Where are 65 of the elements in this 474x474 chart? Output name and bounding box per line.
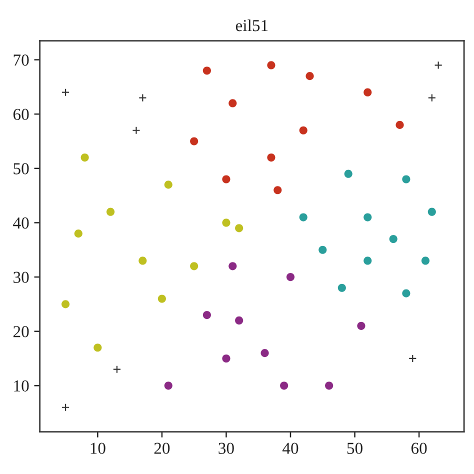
point xyxy=(280,382,288,390)
point xyxy=(299,126,308,134)
point xyxy=(138,94,147,102)
point xyxy=(421,256,430,265)
y-tick-label: 70 xyxy=(14,54,29,66)
point xyxy=(357,322,366,330)
point xyxy=(228,99,237,108)
y-tick-label: 10 xyxy=(14,380,29,392)
point xyxy=(190,262,198,270)
point xyxy=(408,354,417,363)
point xyxy=(132,126,140,134)
y-tick-label: 20 xyxy=(13,326,29,338)
x-tick-label: 30 xyxy=(218,442,234,454)
point xyxy=(364,213,372,222)
point xyxy=(402,175,410,184)
point xyxy=(428,208,436,216)
point xyxy=(325,382,334,390)
point xyxy=(61,300,70,308)
chart-title: eil51 xyxy=(236,19,268,32)
point xyxy=(306,72,314,80)
point xyxy=(228,262,237,270)
point xyxy=(267,153,276,162)
point xyxy=(94,344,102,352)
point xyxy=(164,180,172,189)
x-tick-label: 60 xyxy=(411,442,427,454)
y-tick-label: 50 xyxy=(14,163,29,174)
point xyxy=(235,224,244,232)
point xyxy=(74,230,82,238)
point xyxy=(396,120,404,129)
point xyxy=(190,137,198,146)
point xyxy=(164,382,172,390)
point xyxy=(434,61,442,70)
point xyxy=(318,246,327,254)
point xyxy=(364,88,372,96)
y-tick-label: 60 xyxy=(13,108,29,120)
point xyxy=(158,294,166,303)
point xyxy=(364,256,372,265)
point xyxy=(80,153,89,162)
point xyxy=(202,66,211,75)
point xyxy=(338,284,346,292)
x-tick-label: 50 xyxy=(347,442,362,454)
y-tick-label: 40 xyxy=(13,217,29,229)
point xyxy=(61,403,70,412)
point xyxy=(402,289,410,298)
y-tick-label: 30 xyxy=(14,272,29,283)
point xyxy=(235,316,244,325)
point xyxy=(61,88,70,96)
point xyxy=(267,61,276,70)
point xyxy=(112,365,122,374)
point xyxy=(389,234,398,244)
point xyxy=(138,256,147,265)
point xyxy=(299,213,308,222)
point xyxy=(202,310,211,320)
point xyxy=(428,94,436,102)
point xyxy=(106,208,115,216)
x-tick-label: 10 xyxy=(90,442,106,454)
point xyxy=(222,218,230,227)
point xyxy=(286,272,295,282)
x-tick-label: 40 xyxy=(282,442,298,454)
point xyxy=(222,354,230,363)
x-tick-label: 20 xyxy=(154,442,170,454)
point xyxy=(274,186,282,194)
point xyxy=(222,175,230,184)
point xyxy=(344,170,352,178)
point xyxy=(260,349,269,358)
